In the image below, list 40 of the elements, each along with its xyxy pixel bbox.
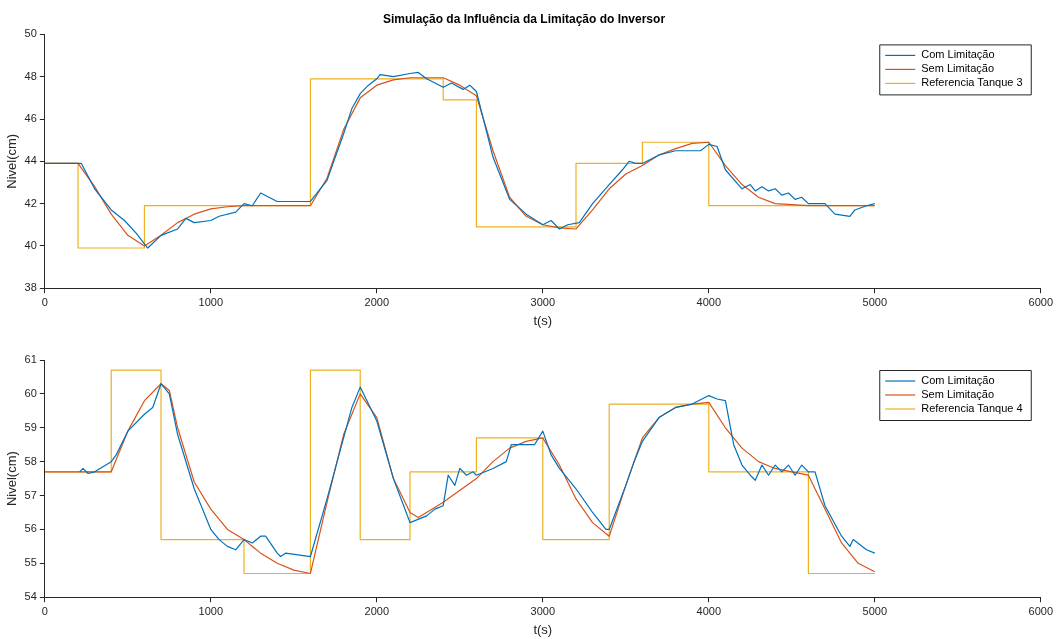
x-tick-label: 3000	[530, 295, 556, 308]
x-tick-label: 1000	[198, 295, 224, 308]
x-tick-label: 6000	[1028, 295, 1054, 308]
legend-label: Referencia Tanque 3	[921, 76, 1023, 89]
legend-label: Com Limitação	[921, 374, 995, 387]
x-axis-title: t(s)	[533, 312, 553, 328]
y-tick-label: 55	[24, 556, 37, 569]
chart-title: Simulação da Influência da Limitação do Inversor	[382, 11, 666, 26]
legend-label: Com Limitação	[921, 48, 995, 61]
y-tick-label: 54	[24, 590, 37, 603]
legend-label: Sem Limitação	[921, 388, 995, 401]
x-axis-title: t(s)	[533, 621, 553, 637]
legend-label: Referencia Tanque 4	[921, 402, 1023, 415]
y-tick-label: 40	[24, 238, 37, 251]
y-axis-title: Nivel(cm)	[4, 133, 20, 189]
y-tick-label: 42	[24, 196, 37, 209]
x-tick-label: 1000	[198, 604, 224, 617]
x-tick-label: 3000	[530, 604, 556, 617]
y-axis-title: Nivel(cm)	[4, 451, 20, 507]
x-tick-label: 6000	[1028, 604, 1054, 617]
y-tick-label: 46	[24, 112, 37, 125]
y-tick-label: 48	[24, 69, 37, 82]
y-tick-label: 61	[24, 353, 37, 366]
y-tick-label: 59	[24, 420, 37, 433]
x-tick-label: 2000	[364, 604, 390, 617]
y-tick-label: 60	[24, 386, 37, 399]
x-tick-label: 5000	[862, 604, 888, 617]
x-tick-label: 0	[41, 604, 48, 617]
x-tick-label: 4000	[696, 295, 722, 308]
y-tick-label: 57	[24, 488, 37, 501]
x-tick-label: 2000	[364, 295, 390, 308]
y-tick-label: 38	[24, 281, 37, 294]
y-tick-label: 50	[24, 27, 37, 40]
x-tick-label: 0	[41, 295, 48, 308]
y-tick-label: 56	[24, 522, 37, 535]
y-tick-label: 58	[24, 454, 37, 467]
x-tick-label: 4000	[696, 604, 722, 617]
legend-label: Sem Limitação	[921, 62, 995, 75]
x-tick-label: 5000	[862, 295, 888, 308]
y-tick-label: 44	[24, 154, 37, 167]
